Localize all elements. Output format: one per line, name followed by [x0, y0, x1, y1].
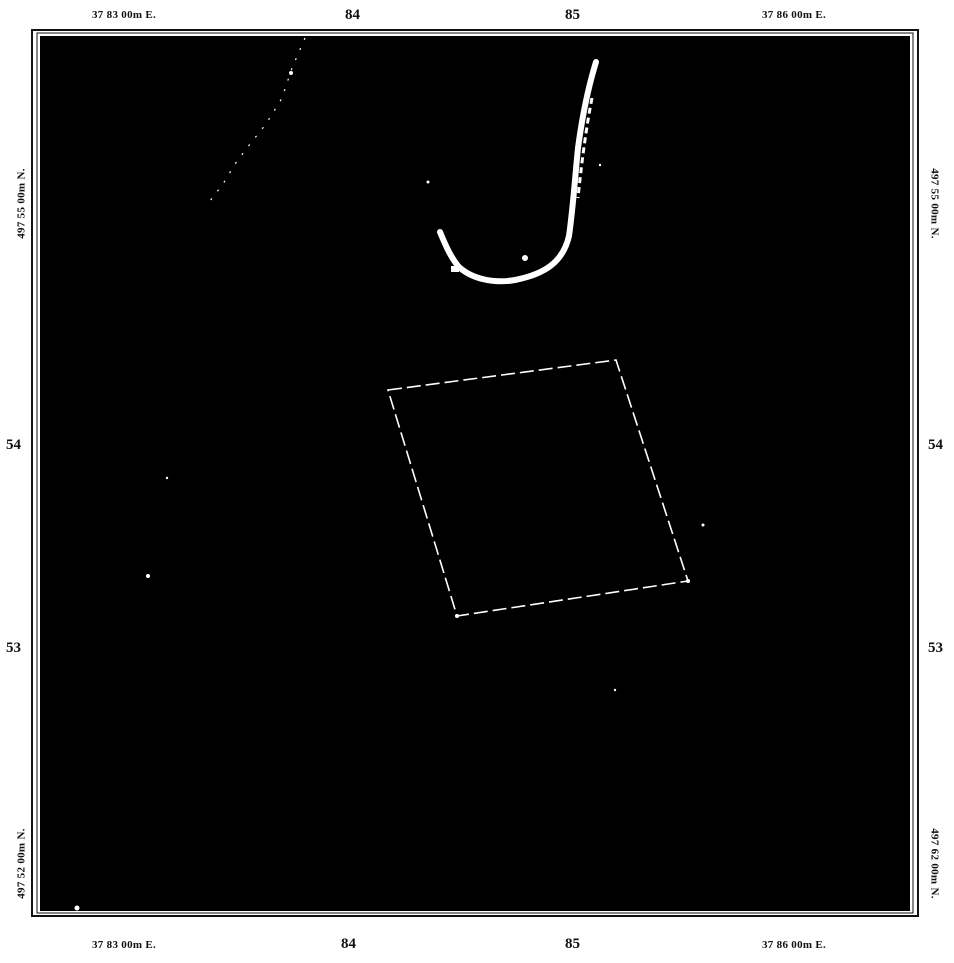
northing-label-right-54: 54 [928, 437, 943, 453]
northing-label-left-53: 53 [6, 640, 21, 656]
small-bright-spot [522, 255, 528, 261]
northing-label-right-bottom: 497 62 00m N. [928, 828, 941, 899]
neatline-inner [36, 32, 914, 914]
northing-label-left-54: 54 [6, 437, 21, 453]
dot-feature-6 [613, 688, 617, 692]
northing-label-left-bottom: 497 52 00m N. [15, 828, 28, 899]
dot-feature-7 [74, 905, 80, 911]
small-bright-mark [451, 266, 459, 272]
map-frame [30, 28, 920, 918]
northing-label-right-top: 497 55 00m N. [928, 168, 941, 239]
easting-label-top-left: 37 83 00m E. [92, 9, 157, 21]
dot-feature-2 [289, 71, 293, 75]
map-canvas [31, 29, 919, 917]
easting-label-bottom-left: 37 83 00m E. [92, 939, 157, 951]
corner-mark-1 [686, 579, 690, 583]
easting-label-top-right: 37 86 00m E. [762, 9, 827, 21]
easting-label-bottom-84: 84 [341, 936, 356, 952]
dot-feature-5 [701, 523, 705, 527]
j-shaped-bright-feature [437, 59, 599, 285]
northing-label-right-53: 53 [928, 640, 943, 656]
j-feature-inner-highlight [576, 97, 594, 199]
easting-label-top-84: 84 [345, 7, 360, 23]
corner-mark-2 [455, 614, 459, 618]
dot-feature-1 [426, 180, 430, 184]
easting-label-bottom-85: 85 [565, 936, 580, 952]
easting-label-top-85: 85 [565, 7, 580, 23]
dot-feature-3 [146, 574, 150, 578]
dot-feature-4 [165, 476, 169, 480]
northing-label-left-top: 497 55 00m N. [15, 168, 28, 239]
imagery-area [40, 36, 910, 911]
dot-feature-8 [598, 163, 602, 167]
easting-label-bottom-right: 37 86 00m E. [762, 939, 827, 951]
